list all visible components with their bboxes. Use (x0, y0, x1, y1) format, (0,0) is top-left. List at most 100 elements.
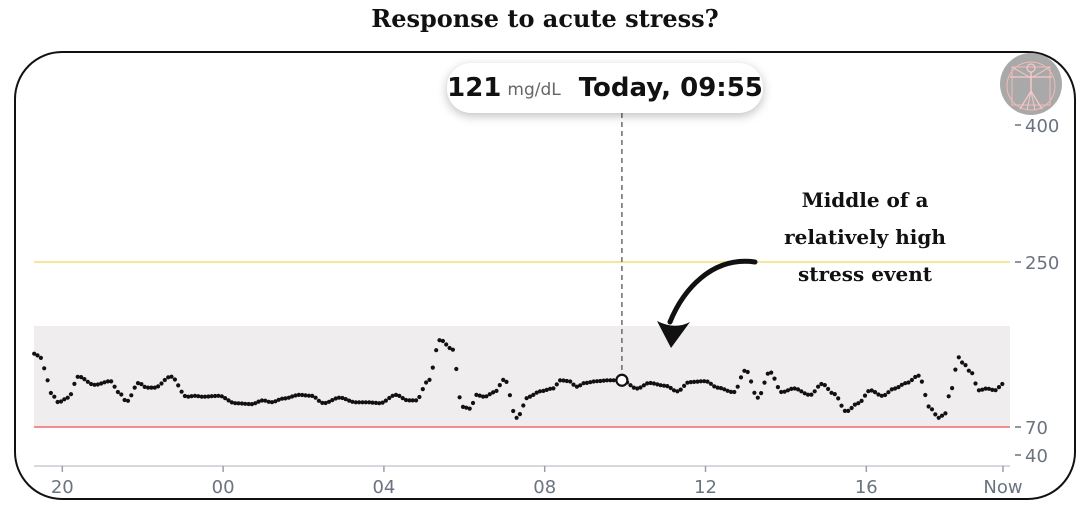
glucose-point (470, 400, 476, 406)
glucose-point (604, 378, 610, 383)
glucose-point (189, 394, 194, 399)
glucose-point (266, 399, 271, 404)
glucose-point (504, 379, 509, 384)
glucose-point (692, 379, 697, 384)
x-tick-label: 04 (372, 477, 395, 498)
glucose-point (286, 395, 291, 400)
glucose-point (350, 399, 355, 404)
glucose-point (152, 385, 157, 390)
glucose-point (631, 385, 636, 390)
glucose-point (946, 394, 951, 399)
glucose-point (708, 381, 714, 386)
y-tick-label: 70 (1025, 418, 1048, 439)
annotation-arrow-head (657, 321, 690, 348)
glucose-point (410, 398, 415, 403)
glucose-point (293, 393, 298, 398)
glucose-point (802, 391, 807, 396)
glucose-point (879, 393, 884, 398)
glucose-point (732, 389, 737, 395)
glucose-point (246, 401, 251, 407)
glucose-point (742, 368, 747, 373)
glucose-point (645, 381, 650, 386)
glucose-point (263, 398, 268, 403)
glucose-point (501, 377, 506, 382)
glucose-point (514, 415, 519, 420)
glucose-point (903, 381, 908, 386)
glucose-point (638, 385, 643, 390)
glucose-point (497, 383, 502, 388)
glucose-point (655, 382, 660, 387)
glucose-point (407, 398, 412, 403)
glucose-point (420, 387, 425, 392)
y-tick-label: 40 (1025, 446, 1048, 467)
glucose-point (52, 394, 57, 399)
annotation-arrow (667, 258, 758, 325)
glucose-point (393, 392, 399, 397)
glucose-point (521, 403, 526, 408)
glucose-point (765, 371, 770, 376)
selected-point-marker[interactable] (615, 373, 629, 387)
glucose-point (99, 381, 104, 386)
glucose-point (48, 390, 54, 396)
glucose-point (511, 408, 516, 414)
glucose-point (675, 389, 680, 394)
glucose-point (695, 379, 700, 384)
glucose-point (628, 383, 633, 388)
glucose-point (852, 402, 858, 407)
annotation-line-2: relatively high (784, 225, 946, 249)
glucose-point (213, 393, 218, 399)
glucose-point (357, 400, 362, 405)
glucose-point (980, 387, 985, 392)
glucose-point (383, 398, 388, 403)
glucose-point (799, 389, 804, 394)
glucose-point (437, 338, 442, 343)
glucose-point (313, 395, 318, 400)
glucose-point (310, 393, 315, 398)
glucose-point (390, 393, 395, 398)
glucose-point (812, 389, 817, 394)
glucose-point (347, 398, 352, 403)
glucose-point (950, 386, 955, 391)
y-axis-ticks: 400 250 70 40 (1015, 116, 1059, 467)
glucose-point (343, 397, 348, 402)
glucose-point (839, 403, 844, 408)
glucose-point (759, 391, 764, 396)
glucose-point (434, 348, 439, 353)
annotation-line-1: Middle of a (801, 188, 929, 212)
glucose-point (276, 397, 281, 402)
glucose-point (454, 366, 459, 372)
glucose-point (762, 380, 767, 385)
glucose-point (467, 406, 472, 411)
glucose-point (186, 394, 191, 399)
glucose-point (491, 390, 496, 395)
glucose-point (484, 394, 489, 399)
glucose-point (725, 388, 730, 393)
glucose-point (199, 394, 204, 399)
glucose-point (795, 387, 801, 392)
glucose-point (929, 407, 935, 412)
glucose-point (105, 379, 110, 384)
glucose-point (367, 400, 372, 405)
glucose-point (996, 385, 1002, 390)
glucose-point (179, 389, 184, 394)
glucose-point (816, 384, 821, 389)
glucose-point (460, 404, 466, 409)
glucose-point (869, 388, 874, 393)
glucose-point (883, 392, 888, 398)
glucose-point (846, 408, 851, 413)
avatar[interactable] (1000, 53, 1062, 115)
glucose-point (109, 379, 114, 384)
glucose-point (156, 384, 161, 389)
glucose-point (102, 380, 107, 385)
glucose-point (993, 388, 998, 393)
glucose-point (494, 388, 499, 393)
glucose-point (129, 393, 134, 398)
glucose-point (983, 386, 988, 391)
glucose-point (939, 413, 945, 418)
glucose-point (226, 398, 231, 403)
glucose-point (239, 401, 244, 406)
glucose-point (671, 388, 677, 393)
glucose-point (206, 394, 211, 399)
glucose-point (122, 397, 127, 403)
